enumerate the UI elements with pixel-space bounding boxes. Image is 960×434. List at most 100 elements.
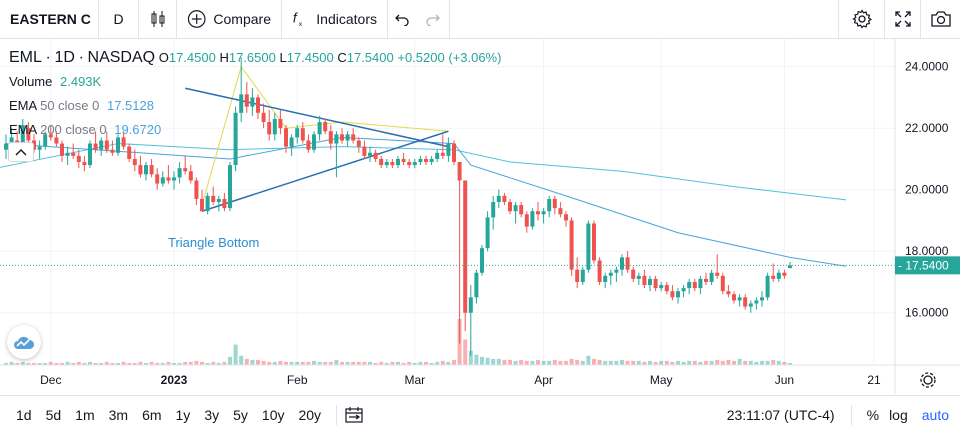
candle-body[interactable] [412,162,417,166]
timeframe-3m[interactable]: 3m [108,406,129,423]
candle-body[interactable] [737,297,742,301]
candle-body[interactable] [138,165,143,175]
candle-body[interactable] [9,137,14,144]
candle-body[interactable] [60,143,64,156]
candle-body[interactable] [110,149,115,153]
candle-body[interactable] [239,94,244,113]
axis-settings-icon[interactable] [920,372,936,388]
legend-ema200-row[interactable]: EMA 200 close 0 19.6720 [9,118,501,142]
candle-body[interactable] [317,122,322,135]
candle-body[interactable] [323,122,328,132]
candle-body[interactable] [592,223,596,261]
candle-body[interactable] [26,128,31,141]
candle-body[interactable] [20,125,25,147]
interval-button[interactable]: D [99,0,139,38]
candle-body[interactable] [480,248,484,273]
candle-body[interactable] [48,134,53,138]
candle-body[interactable] [664,285,669,292]
candle-body[interactable] [121,137,126,147]
candle-body[interactable] [670,291,675,298]
candle-body[interactable] [765,275,770,298]
candle-body[interactable] [754,300,759,304]
candle-body[interactable] [620,257,624,270]
candle-body[interactable] [194,180,199,199]
candle-body[interactable] [116,137,120,153]
candle-body[interactable] [704,278,708,282]
candle-body[interactable] [440,152,445,156]
candle-body[interactable] [71,152,76,156]
redo-button[interactable] [416,0,450,38]
candle-body[interactable] [625,257,630,270]
candle-body[interactable] [278,118,283,129]
candle-body[interactable] [149,165,154,175]
candle-body[interactable] [569,220,574,270]
candle-body[interactable] [205,195,210,212]
candle-body[interactable] [65,152,70,156]
candle-body[interactable] [468,297,473,313]
auto-toggle[interactable]: auto [921,407,949,423]
candle-body[interactable] [491,202,496,218]
candle-body[interactable] [216,198,221,202]
timeframe-1y[interactable]: 1y [175,406,191,423]
legend-volume-row[interactable]: Volume 2.493K [9,70,501,94]
candle-body[interactable] [782,272,787,276]
candle-body[interactable] [284,128,288,147]
candle-body[interactable] [424,158,428,163]
timeframe-20y[interactable]: 20y [298,406,322,423]
candle-body[interactable] [362,146,367,156]
candle-body[interactable] [155,174,160,184]
candle-body[interactable] [558,208,563,215]
candle-body[interactable] [771,275,776,279]
candle-body[interactable] [726,291,731,295]
chart-area[interactable]: Triangle Bottom 24.0000 22.0000 20.0000 18.0… [0,39,960,394]
candle-body[interactable] [552,198,557,209]
candle-body[interactable] [513,205,518,212]
candle-body[interactable] [715,272,720,276]
candle-body[interactable] [88,143,92,166]
candle-body[interactable] [407,162,412,166]
candle-body[interactable] [681,288,686,292]
timeframe-6m[interactable]: 6m [142,406,162,423]
legend-ema50-row[interactable]: EMA 50 close 0 17.5128 [9,94,501,118]
candle-body[interactable] [776,272,781,279]
candle-body[interactable] [43,134,48,147]
candle-body[interactable] [603,275,608,282]
candle-body[interactable] [541,211,546,215]
candle-body[interactable] [312,134,316,150]
candle-body[interactable] [233,112,238,166]
candle-body[interactable] [54,137,59,144]
settings-button[interactable] [838,0,884,38]
clock-display[interactable]: 23:11:07 (UTC-4) [726,407,835,423]
candle-body[interactable] [608,272,613,276]
candle-body[interactable] [172,177,176,181]
candle-body[interactable] [401,158,406,163]
undo-button[interactable] [388,0,416,38]
candle-body[interactable] [597,260,602,282]
fullscreen-button[interactable] [884,0,920,38]
candle-body[interactable] [373,152,378,159]
candle-body[interactable] [429,158,434,163]
candle-body[interactable] [692,281,697,289]
candle-body[interactable] [183,168,188,172]
candle-body[interactable] [166,177,171,181]
candle-body[interactable] [300,128,305,141]
candle-body[interactable] [177,168,182,178]
candle-body[interactable] [390,162,395,166]
candle-body[interactable] [368,152,372,156]
timeframe-5y[interactable]: 5y [233,406,248,423]
chart-style-button[interactable] [139,0,177,38]
candle-body[interactable] [144,165,148,175]
candle-body[interactable] [452,143,456,163]
candle-body[interactable] [82,162,87,166]
candle-body[interactable] [519,205,524,215]
candle-body[interactable] [748,303,753,307]
candle-body[interactable] [463,180,468,313]
candle-body[interactable] [379,158,384,166]
screenshot-button[interactable] [920,0,960,38]
candle-body[interactable] [188,171,193,181]
candle-body[interactable] [659,285,664,289]
candle-body[interactable] [474,272,479,298]
candle-body[interactable] [508,202,512,212]
candle-body[interactable] [345,134,350,141]
candle-body[interactable] [356,140,361,147]
